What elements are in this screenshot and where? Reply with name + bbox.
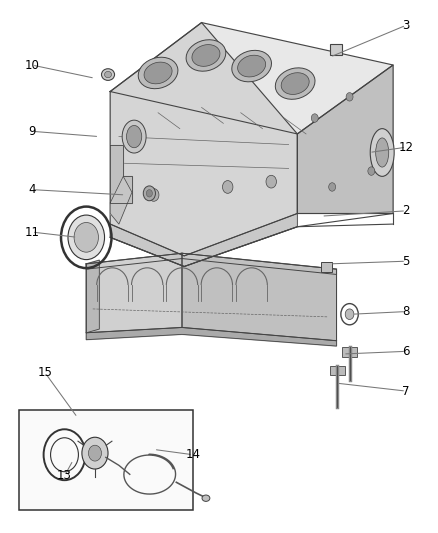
Ellipse shape (105, 71, 112, 78)
Bar (342, 347, 357, 357)
Text: 11: 11 (25, 225, 39, 239)
Circle shape (88, 445, 102, 461)
Text: 6: 6 (403, 345, 410, 358)
Ellipse shape (186, 40, 226, 71)
Text: 3: 3 (403, 19, 410, 32)
Polygon shape (86, 327, 336, 346)
Ellipse shape (232, 50, 272, 82)
Text: 2: 2 (403, 204, 410, 217)
Text: 10: 10 (25, 59, 39, 71)
Bar (19, 410, 193, 511)
Circle shape (143, 186, 155, 201)
Polygon shape (86, 260, 99, 333)
Text: 12: 12 (399, 141, 413, 154)
Ellipse shape (122, 120, 146, 153)
Ellipse shape (138, 57, 178, 88)
Polygon shape (182, 253, 336, 341)
Polygon shape (86, 253, 336, 274)
Circle shape (146, 190, 152, 197)
Circle shape (223, 181, 233, 193)
Text: 5: 5 (403, 255, 410, 268)
Bar (330, 44, 342, 55)
Text: 15: 15 (38, 366, 53, 379)
Ellipse shape (376, 138, 389, 167)
Ellipse shape (281, 72, 309, 94)
Polygon shape (297, 65, 393, 214)
Ellipse shape (144, 62, 172, 84)
Text: 7: 7 (403, 385, 410, 398)
Text: 13: 13 (57, 470, 72, 482)
Circle shape (346, 93, 353, 101)
Ellipse shape (192, 45, 220, 66)
Polygon shape (110, 144, 132, 203)
Circle shape (345, 309, 354, 319)
Polygon shape (110, 22, 297, 256)
Circle shape (328, 183, 336, 191)
Ellipse shape (202, 495, 210, 502)
Ellipse shape (127, 125, 142, 148)
Bar (330, 366, 345, 375)
Bar (321, 262, 332, 272)
Ellipse shape (276, 68, 315, 99)
Text: 8: 8 (403, 305, 410, 318)
Polygon shape (110, 22, 393, 134)
Text: 4: 4 (28, 183, 35, 196)
Text: 14: 14 (185, 448, 201, 461)
Polygon shape (86, 253, 182, 333)
Circle shape (68, 215, 105, 260)
Text: 9: 9 (28, 125, 35, 138)
Ellipse shape (370, 128, 394, 176)
Circle shape (148, 189, 159, 201)
Circle shape (82, 437, 108, 469)
Circle shape (368, 167, 375, 175)
Circle shape (311, 114, 318, 122)
Ellipse shape (102, 69, 115, 80)
Polygon shape (110, 176, 132, 224)
Ellipse shape (238, 55, 266, 77)
Circle shape (266, 175, 276, 188)
Polygon shape (110, 214, 297, 266)
Circle shape (74, 222, 99, 252)
